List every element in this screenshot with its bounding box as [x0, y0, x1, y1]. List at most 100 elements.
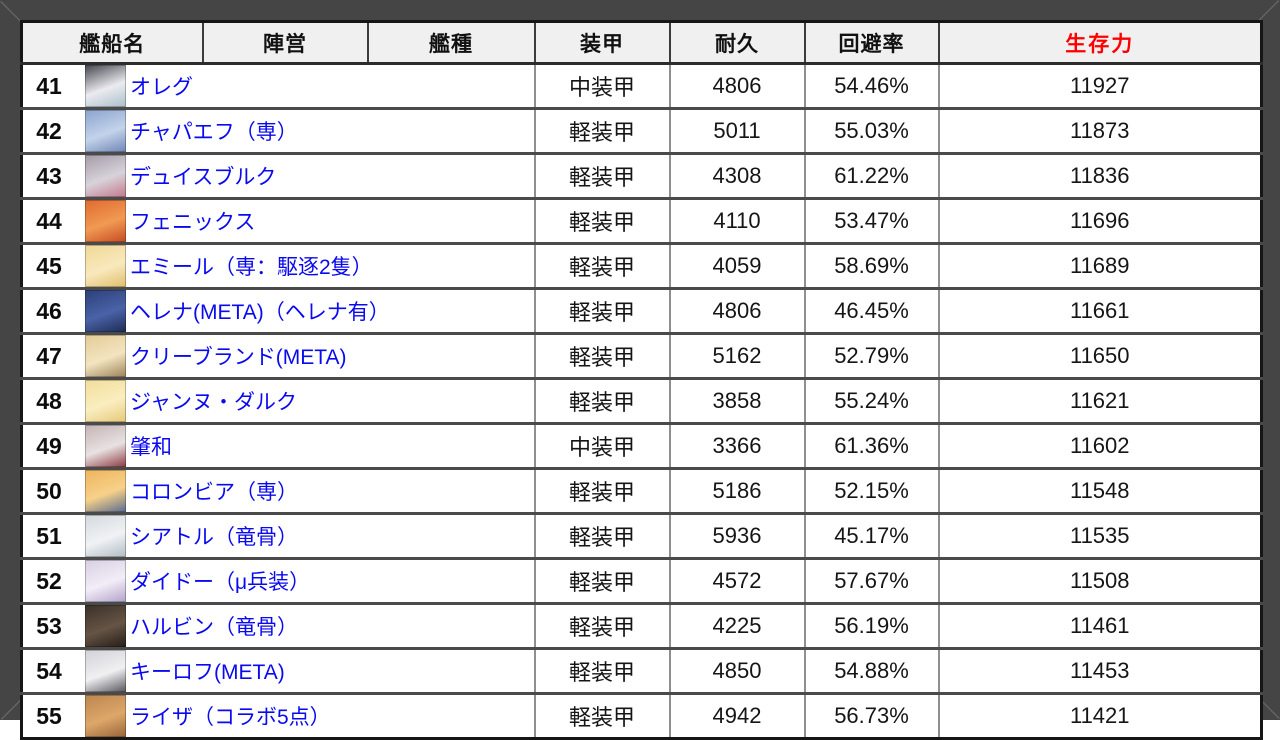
- zhaohe-portrait: [85, 425, 126, 467]
- header-hp: 耐久: [668, 21, 805, 65]
- ship-cell-content: 43 デュイスブルク: [23, 155, 534, 197]
- evasion-cell: 54.88%: [803, 647, 939, 694]
- header-row: 艦船名 陣営 艦種 装甲 耐久 回避率 生存力: [21, 21, 1262, 65]
- rank-number: 53: [36, 612, 62, 639]
- table-row: 44 フェニックス 軽装甲 4110 53.47% 11696: [21, 197, 1262, 244]
- table-row: 45 エミール（専：駆逐2隻） 軽装甲 4059 58.69% 11689: [21, 242, 1262, 289]
- ship-name-link[interactable]: 肇和: [130, 436, 172, 459]
- ship-name-link[interactable]: キーロフ(META): [130, 661, 285, 684]
- ship-cell-content: 50 コロンビア（専）: [23, 470, 534, 512]
- evasion-cell: 52.15%: [803, 467, 939, 514]
- evasion-cell: 55.24%: [803, 377, 939, 424]
- rank-number: 44: [36, 207, 62, 234]
- ship-cell-content: 52 ダイドー（μ兵装）: [23, 560, 534, 602]
- armor-cell: 軽装甲: [533, 197, 670, 244]
- survival-cell: 11508: [937, 557, 1262, 604]
- survival-cell: 11461: [937, 602, 1262, 649]
- ship-cell: 52 ダイドー（μ兵装）: [21, 557, 535, 604]
- evasion-cell: 56.73%: [803, 692, 939, 739]
- table-row: 43 デュイスブルク 軽装甲 4308 61.22% 11836: [21, 152, 1262, 199]
- evasion-cell: 61.36%: [803, 422, 939, 469]
- ship-cell: 41 オレグ: [21, 62, 535, 109]
- chapayev-portrait: [85, 110, 126, 152]
- ship-name-link[interactable]: フェニックス: [130, 211, 256, 234]
- helena-meta-portrait: [85, 290, 126, 332]
- table-row: 42 チャパエフ（専） 軽装甲 5011 55.03% 11873: [21, 107, 1262, 154]
- rank-number: 41: [36, 72, 62, 99]
- ship-cell: 53 ハルビン（竜骨）: [21, 602, 535, 649]
- survival-cell: 11548: [937, 467, 1262, 514]
- survival-cell: 11689: [937, 242, 1262, 289]
- armor-cell: 軽装甲: [533, 602, 670, 649]
- hp-cell: 4806: [668, 287, 805, 334]
- hp-cell: 4110: [668, 197, 805, 244]
- armor-cell: 軽装甲: [533, 647, 670, 694]
- ship-cell-content: 53 ハルビン（竜骨）: [23, 605, 534, 647]
- ship-name-link[interactable]: エミール（専：駆逐2隻）: [130, 256, 373, 279]
- evasion-cell: 57.67%: [803, 557, 939, 604]
- table-row: 48 ジャンヌ・ダルク 軽装甲 3858 55.24% 11621: [21, 377, 1262, 424]
- emile-portrait: [85, 245, 126, 287]
- rank-number: 52: [36, 567, 62, 594]
- ship-name-link[interactable]: シアトル（竜骨）: [130, 526, 298, 549]
- ship-ranking-table: 艦船名 陣営 艦種 装甲 耐久 回避率 生存力 41 オレグ 中装甲 4806 …: [20, 20, 1263, 740]
- dido-mu-portrait: [85, 560, 126, 602]
- armor-cell: 軽装甲: [533, 287, 670, 334]
- ship-cell: 46 ヘレナ(META)（ヘレナ有）: [21, 287, 535, 334]
- ship-cell-content: 54 キーロフ(META): [23, 650, 534, 692]
- ship-name-link[interactable]: ハルビン（竜骨）: [130, 616, 298, 639]
- frame-miter-top-left: [0, 1, 23, 23]
- armor-cell: 中装甲: [533, 422, 670, 469]
- survival-cell: 11421: [937, 692, 1262, 739]
- ship-name-link[interactable]: オレグ: [130, 76, 193, 99]
- evasion-cell: 55.03%: [803, 107, 939, 154]
- header-ship-type: 艦種: [366, 21, 535, 65]
- ship-name-link[interactable]: クリーブランド(META): [130, 346, 347, 369]
- ship-cell-content: 47 クリーブランド(META): [23, 335, 534, 377]
- ship-cell: 45 エミール（専：駆逐2隻）: [21, 242, 535, 289]
- header-evasion: 回避率: [803, 21, 939, 65]
- ship-name-link[interactable]: コロンビア（専）: [130, 481, 298, 504]
- rank-number: 48: [36, 387, 62, 414]
- rank-number: 47: [36, 342, 62, 369]
- rank-number: 45: [36, 252, 62, 279]
- ship-cell-content: 51 シアトル（竜骨）: [23, 515, 534, 557]
- survival-cell: 11453: [937, 647, 1262, 694]
- hp-cell: 4942: [668, 692, 805, 739]
- survival-cell: 11650: [937, 332, 1262, 379]
- armor-cell: 軽装甲: [533, 377, 670, 424]
- table-row: 54 キーロフ(META) 軽装甲 4850 54.88% 11453: [21, 647, 1262, 694]
- table-row: 49 肇和 中装甲 3366 61.36% 11602: [21, 422, 1262, 469]
- survival-cell: 11873: [937, 107, 1262, 154]
- columbia-portrait: [85, 470, 126, 512]
- kirov-meta-portrait: [85, 650, 126, 692]
- hp-cell: 4850: [668, 647, 805, 694]
- ship-name-link[interactable]: チャパエフ（専）: [130, 121, 298, 144]
- ship-name-link[interactable]: ライザ（コラボ5点）: [130, 706, 331, 729]
- ship-name-link[interactable]: デュイスブルク: [130, 166, 277, 189]
- evasion-cell: 46.45%: [803, 287, 939, 334]
- hp-cell: 4225: [668, 602, 805, 649]
- ship-cell-content: 49 肇和: [23, 425, 534, 467]
- ship-cell: 47 クリーブランド(META): [21, 332, 535, 379]
- ship-cell: 44 フェニックス: [21, 197, 535, 244]
- armor-cell: 軽装甲: [533, 107, 670, 154]
- hp-cell: 3858: [668, 377, 805, 424]
- ship-cell: 49 肇和: [21, 422, 535, 469]
- table-row: 55 ライザ（コラボ5点） 軽装甲 4942 56.73% 11421: [21, 692, 1262, 739]
- ship-cell-content: 46 ヘレナ(META)（ヘレナ有）: [23, 290, 534, 332]
- armor-cell: 軽装甲: [533, 512, 670, 559]
- ship-name-link[interactable]: ダイドー（μ兵装）: [130, 571, 311, 594]
- survival-cell: 11621: [937, 377, 1262, 424]
- hp-cell: 3366: [668, 422, 805, 469]
- ship-name-link[interactable]: ジャンヌ・ダルク: [130, 391, 297, 414]
- hp-cell: 5011: [668, 107, 805, 154]
- header-survival: 生存力: [937, 21, 1262, 65]
- ship-name-link[interactable]: ヘレナ(META)（ヘレナ有）: [130, 301, 390, 324]
- armor-cell: 軽装甲: [533, 467, 670, 514]
- ship-cell: 50 コロンビア（専）: [21, 467, 535, 514]
- rank-number: 49: [36, 432, 62, 459]
- seattle-portrait: [85, 515, 126, 557]
- ship-cell-content: 42 チャパエフ（専）: [23, 110, 534, 152]
- harbin-portrait: [85, 605, 126, 647]
